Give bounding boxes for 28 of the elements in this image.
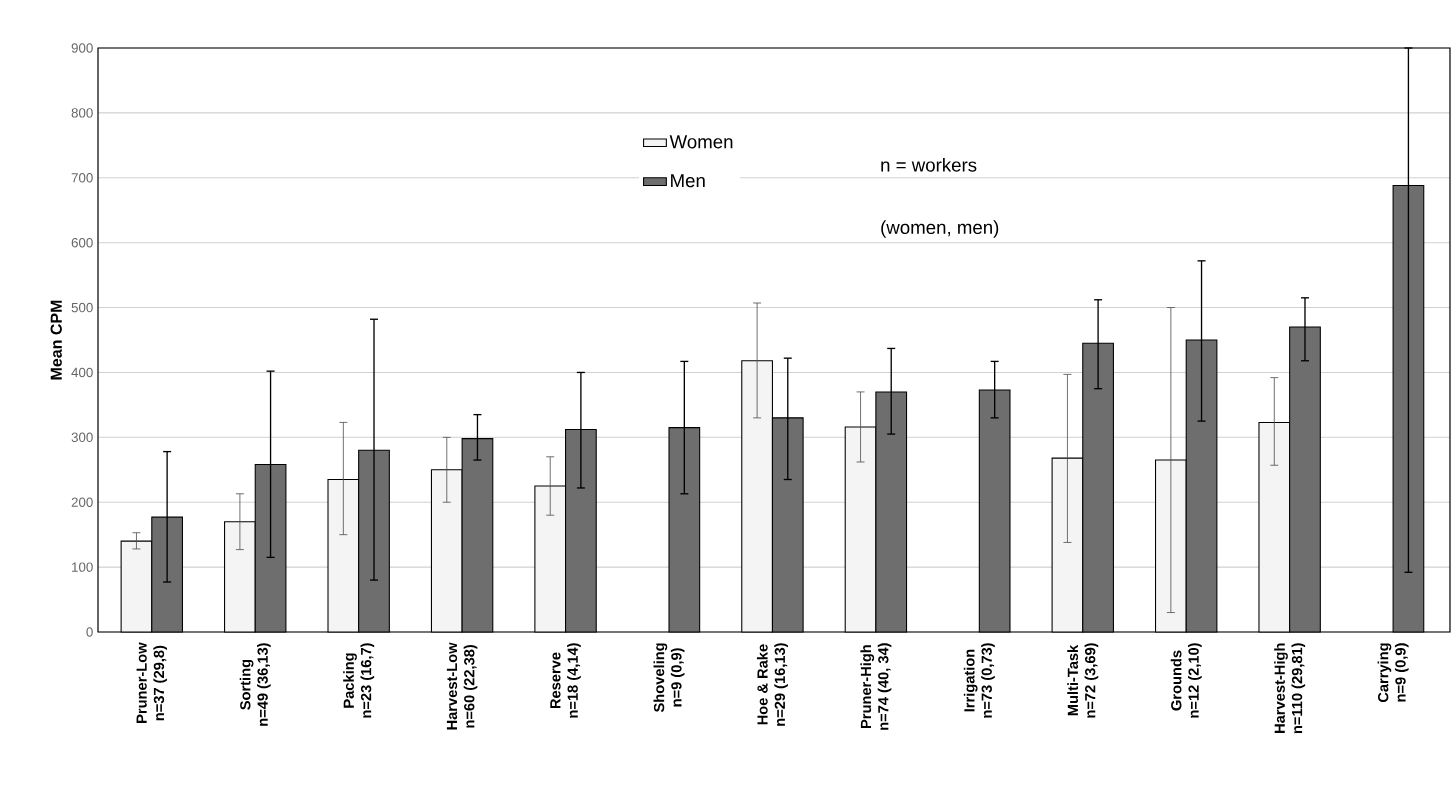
y-tick-label: 400 bbox=[71, 367, 93, 378]
x-tick-label: Irrigation n=73 (0,73) bbox=[963, 643, 995, 718]
y-tick-label: 100 bbox=[72, 562, 93, 572]
x-tick-label: Hoe & Rake n=29 (16,13) bbox=[756, 643, 788, 726]
x-tick-label: Pruner-Low n=37 (29,8) bbox=[136, 642, 168, 723]
x-tick-label: Packing n=23 (16,7) bbox=[343, 643, 375, 718]
y-axis-title: Mean CPM bbox=[50, 300, 62, 380]
legend-label: Women bbox=[669, 135, 733, 149]
x-tick-label: Sorting n=49 (36,13) bbox=[239, 643, 271, 726]
x-tick-label: Pruner-High n=74 (40, 34) bbox=[860, 643, 892, 730]
x-tick-label: Carrying n=9 (0,9) bbox=[1377, 643, 1409, 703]
y-tick-label: 900 bbox=[71, 43, 93, 53]
legend-label: Men bbox=[671, 174, 705, 188]
y-tick-label: 600 bbox=[71, 237, 93, 248]
y-tick-label: 700 bbox=[71, 173, 93, 183]
y-tick-label: 0 bbox=[86, 627, 93, 637]
y-tick-label: 800 bbox=[71, 108, 93, 118]
y-tick-label: 500 bbox=[71, 302, 93, 313]
x-tick-label: Grounds n=12 (2,10) bbox=[1170, 643, 1202, 718]
annotation: (women, men) bbox=[881, 220, 999, 238]
y-tick-label: 200 bbox=[71, 497, 93, 507]
x-tick-label: Harvest-High n=110 (29,81) bbox=[1274, 643, 1306, 734]
x-tick-label: Shoveling n=9 (0,9) bbox=[653, 643, 685, 713]
x-tick-label: Reserve n=18 (4,14) bbox=[550, 643, 581, 718]
x-tick-label: Harvest-Low n=60 (22,38) bbox=[446, 642, 478, 730]
x-tick-label: Multi-Task n=72 (3,69) bbox=[1067, 643, 1099, 718]
y-tick-label: 300 bbox=[71, 432, 93, 443]
annotation: n = workers bbox=[881, 157, 977, 172]
